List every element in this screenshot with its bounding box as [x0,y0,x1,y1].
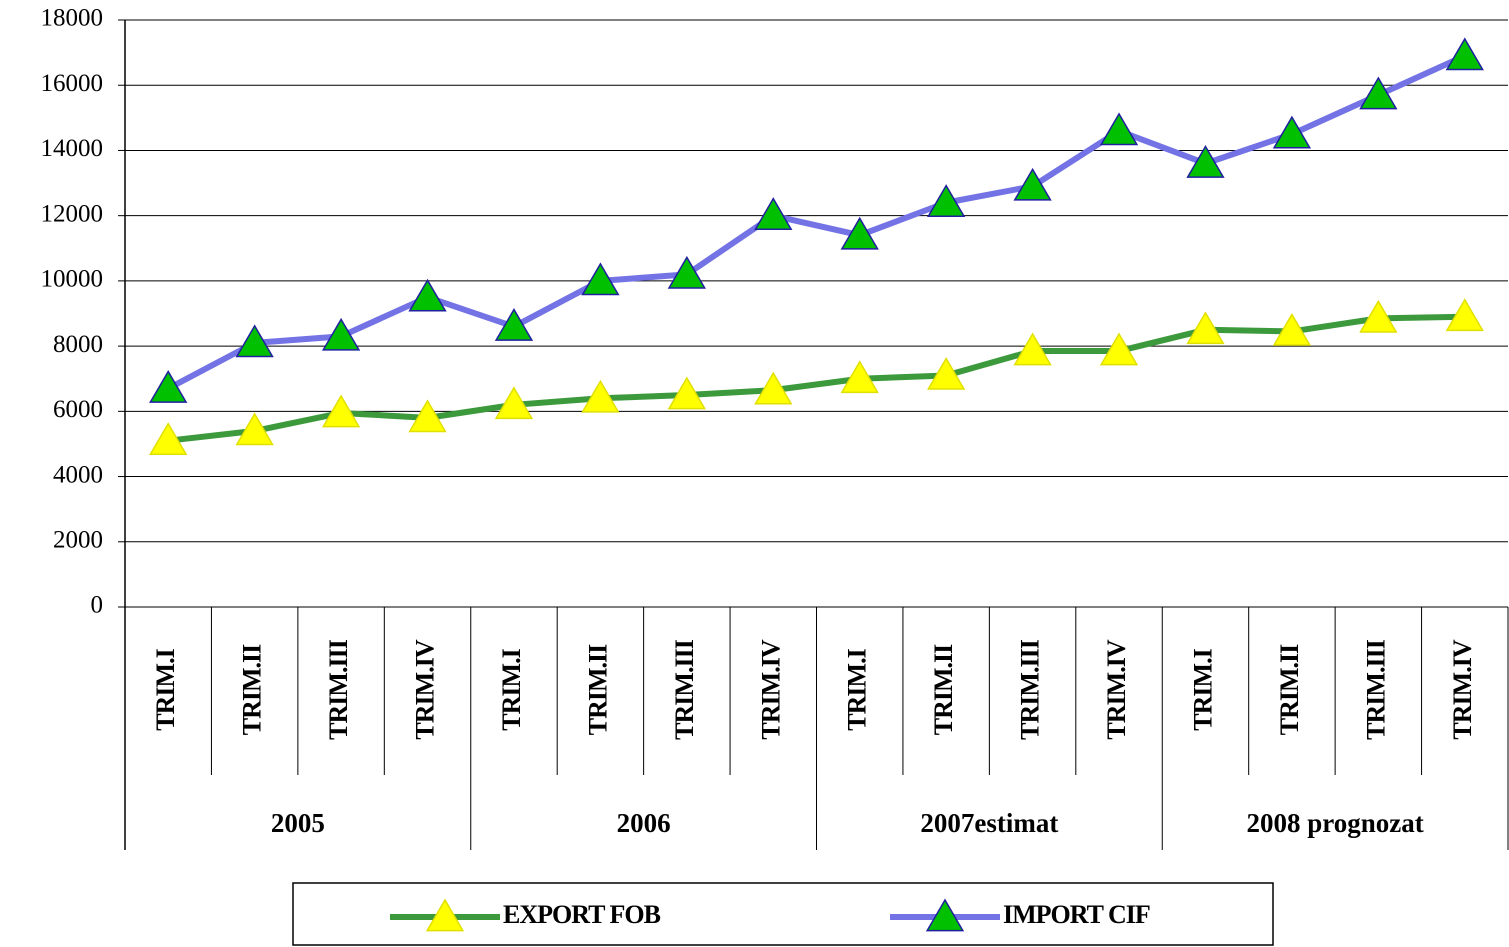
legend-marker [925,898,965,932]
x-tick-label: TRIM.I [843,648,872,730]
marker [754,197,793,231]
marker [581,262,620,296]
x-tick-label: TRIM.IV [756,639,785,739]
marker [667,376,706,410]
x-tick-label: TRIM.II [238,644,267,735]
marker [1359,76,1398,110]
y-tick-label: 4000 [53,461,103,488]
marker [1186,311,1225,345]
marker [494,386,534,420]
marker [1359,299,1398,333]
marker [667,255,706,289]
x-tick-label: TRIM.II [583,644,612,735]
x-tick-label: TRIM.II [929,644,958,735]
group-label: 2006 [617,808,671,838]
marker [1099,112,1139,146]
x-tick-label: TRIM.III [670,639,699,740]
y-tick-label: 18000 [41,5,104,32]
marker [1013,167,1052,201]
marker [840,360,879,394]
x-tick-label: TRIM.IV [1102,639,1131,739]
x-tick-label: TRIM.III [324,639,353,740]
series-line [167,313,1465,444]
marker [408,399,447,433]
y-tick-label: 10000 [41,266,104,293]
x-tick-label: TRIM.I [151,648,180,730]
marker [321,317,361,351]
series-line [166,53,1467,392]
x-tick-label: TRIM.IV [1448,639,1477,739]
group-label: 2005 [271,808,325,838]
legend-label: EXPORT FOB [503,900,661,929]
x-tick-label: TRIM.III [1016,639,1045,740]
marker [408,278,447,312]
marker [149,422,188,456]
y-tick-label: 6000 [53,396,103,423]
marker [1272,312,1312,346]
marker [1013,332,1052,366]
legend-marker [425,898,465,932]
x-tick-label: TRIM.III [1361,639,1390,740]
marker [927,184,966,217]
y-tick-label: 0 [91,592,104,619]
marker [235,412,274,446]
x-tick-label: TRIM.I [497,648,526,730]
marker [1099,332,1139,366]
x-tick-label: TRIM.I [1188,648,1217,730]
y-tick-label: 12000 [41,200,104,227]
marker [149,370,188,403]
group-label: 2007estimat [920,808,1058,838]
y-tick-label: 16000 [41,70,104,97]
x-tick-label: TRIM.II [1275,644,1304,735]
group-label: 2008 prognozat [1246,808,1423,838]
marker [1272,115,1312,149]
y-tick-label: 14000 [41,135,104,162]
legend: EXPORT FOB IMPORT CIF [292,882,1274,946]
marker [494,308,534,341]
y-tick-label: 8000 [53,331,103,358]
marker [581,379,620,413]
marker [754,371,793,405]
y-tick-label: 2000 [53,527,103,554]
marker [321,394,361,428]
legend-label: IMPORT CIF [1003,900,1150,929]
marker [1186,145,1225,178]
marker [235,324,274,358]
marker [840,216,879,250]
marker [1445,298,1484,332]
x-tick-label: TRIM.IV [411,639,440,739]
marker [927,356,966,390]
marker [1445,37,1484,71]
